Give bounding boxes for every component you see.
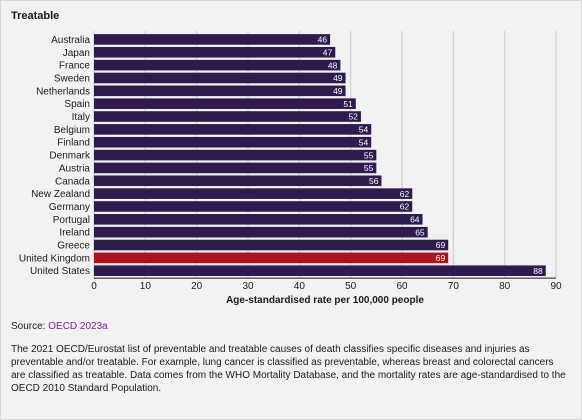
- data-label: 62: [400, 202, 410, 212]
- category-label: Austria: [59, 163, 91, 174]
- category-label: Canada: [55, 176, 90, 187]
- category-label: Portugal: [53, 215, 90, 226]
- bar: [94, 201, 413, 212]
- data-label: 62: [400, 189, 410, 199]
- x-tick-label: 50: [345, 281, 357, 292]
- category-label: Sweden: [54, 73, 90, 84]
- category-label: Spain: [64, 99, 90, 110]
- x-tick-label: 30: [242, 281, 254, 292]
- chart-note: The 2021 OECD/Eurostat list of preventab…: [11, 344, 566, 394]
- bar: [94, 149, 377, 161]
- x-tick-label: 10: [140, 281, 152, 292]
- category-label: New Zealand: [31, 189, 90, 200]
- category-label: United Kingdom: [19, 253, 90, 264]
- bar: [94, 98, 356, 109]
- data-label: 69: [436, 240, 446, 250]
- bar-chart: Australia 46 Japan 47 France 48 Sweden 49 Nether…: [19, 31, 562, 306]
- category-label: Greece: [57, 241, 90, 252]
- x-tick-label: 20: [191, 281, 203, 292]
- category-label: Germany: [49, 202, 90, 213]
- category-label: Australia: [51, 35, 90, 46]
- data-label: 55: [364, 150, 374, 160]
- x-tick-label: 90: [550, 281, 562, 292]
- category-label: Netherlands: [36, 86, 90, 97]
- bar: [94, 136, 372, 148]
- data-label: 46: [318, 35, 328, 45]
- x-tick-label: 70: [448, 281, 460, 292]
- x-tick-label: 60: [396, 281, 408, 292]
- data-label: 54: [359, 125, 369, 135]
- bar: [94, 226, 428, 238]
- data-label: 51: [343, 99, 353, 109]
- data-label: 65: [415, 227, 425, 237]
- category-label: Denmark: [49, 151, 91, 162]
- bar: [94, 59, 341, 71]
- bar: [94, 239, 449, 251]
- data-label: 56: [369, 176, 379, 186]
- bar: [94, 162, 377, 174]
- data-label: 69: [436, 253, 446, 263]
- data-label: 48: [328, 60, 338, 70]
- bar: [94, 214, 423, 225]
- data-label: 88: [533, 266, 543, 276]
- bar: [94, 46, 336, 58]
- data-label: 54: [359, 137, 369, 147]
- data-label: 49: [333, 86, 343, 96]
- bar: [94, 124, 372, 135]
- bar: [94, 175, 382, 187]
- category-label: Finland: [57, 138, 90, 149]
- data-label: 64: [410, 215, 420, 225]
- data-label: 52: [348, 112, 358, 122]
- category-label: Japan: [63, 48, 90, 59]
- category-label: United States: [30, 266, 90, 277]
- data-label: 49: [333, 73, 343, 83]
- category-label: France: [59, 61, 91, 72]
- x-tick-label: 80: [499, 281, 511, 292]
- bar-highlight: [94, 252, 449, 264]
- bar: [94, 111, 361, 122]
- chart-title: Treatable: [11, 10, 60, 22]
- bar: [94, 265, 546, 277]
- category-label: Italy: [72, 112, 90, 123]
- source-label: Source:: [11, 321, 46, 332]
- bar: [94, 188, 413, 199]
- x-tick-label: 40: [294, 281, 306, 292]
- x-tick-label: 0: [91, 281, 97, 292]
- bar: [94, 34, 331, 45]
- source-link[interactable]: OECD 2023a: [48, 321, 108, 332]
- source-line: Source: OECD 2023a: [11, 321, 108, 332]
- x-axis-label: Age-standardised rate per 100,000 people: [226, 295, 424, 306]
- category-label: Ireland: [59, 228, 90, 239]
- bar: [94, 85, 346, 97]
- data-label: 47: [323, 47, 333, 57]
- bar: [94, 72, 346, 84]
- category-label: Belgium: [54, 125, 90, 136]
- data-label: 55: [364, 163, 374, 173]
